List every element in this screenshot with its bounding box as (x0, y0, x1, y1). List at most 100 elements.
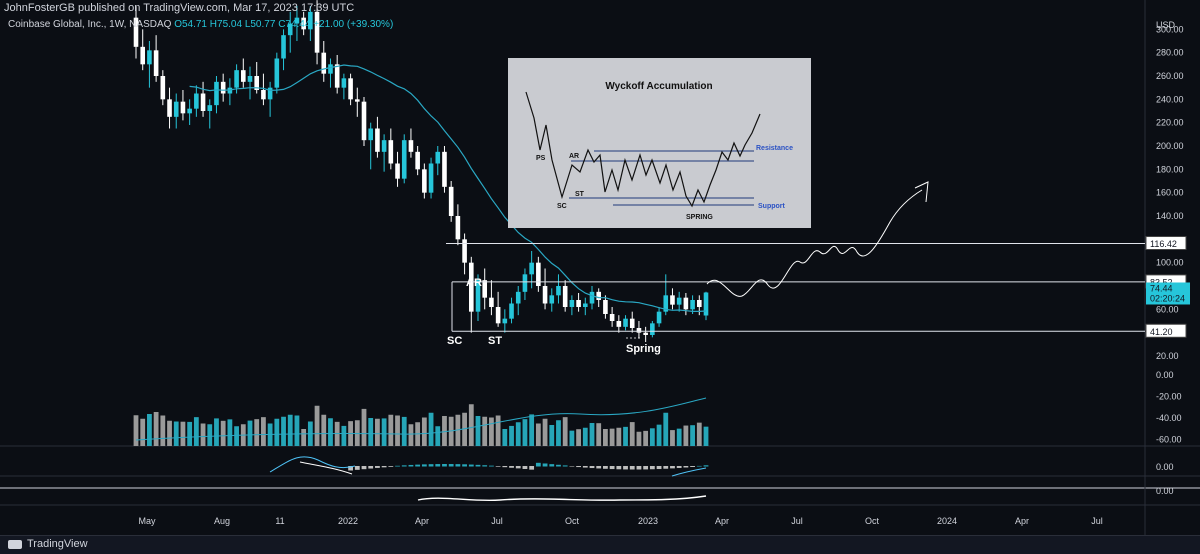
macd-histogram-bar (408, 464, 414, 467)
tradingview-icon (8, 539, 22, 549)
volume-bar (556, 420, 561, 446)
candle-body (556, 286, 561, 296)
price-tick-label: 60.00 (1156, 304, 1179, 314)
macd-histogram-bar (683, 466, 689, 468)
candle-body (160, 76, 166, 100)
volume-bar (227, 419, 233, 446)
macd-histogram-bar (415, 464, 421, 467)
macd-histogram-bar (576, 466, 581, 468)
candle-body (381, 140, 387, 152)
tradingview-logo[interactable]: TradingView (8, 538, 88, 550)
macd-histogram-bar (482, 465, 488, 467)
macd-histogram-bar (582, 466, 588, 468)
volume-bar (375, 418, 380, 446)
candle-body (415, 151, 420, 170)
volume-bar (381, 418, 387, 446)
macd-histogram-bar (623, 466, 628, 470)
candle-body (261, 90, 266, 100)
macd-histogram-bar (549, 464, 555, 467)
candle-body (462, 239, 467, 263)
candle-body (596, 291, 602, 300)
volume-bar (328, 418, 333, 446)
volume-bar (334, 421, 340, 446)
legend-close: C74.44 (278, 19, 311, 30)
macd-histogram-bar (381, 466, 387, 468)
candle-body (388, 140, 394, 164)
volume-bar (234, 426, 239, 446)
candle-body (200, 93, 206, 111)
level-tag-box (1145, 323, 1187, 338)
candle-body (589, 291, 595, 304)
symbol-name: Coinbase Global, Inc., 1W, NASDAQ (8, 19, 172, 30)
macd-histogram-bar (589, 466, 595, 469)
macd-histogram-bar (696, 465, 702, 467)
macd-histogram-bar (656, 466, 662, 470)
candle-body (395, 163, 400, 179)
volume-bar (643, 430, 649, 446)
candle-body (576, 300, 581, 307)
time-axis-label: 2022 (338, 516, 358, 526)
volume-bar (301, 429, 307, 446)
annotation-ar: AR (466, 277, 482, 289)
volume-bar (180, 421, 186, 446)
volume-tick-label: 0.00 (1156, 370, 1174, 380)
macd-histogram-bar (663, 466, 669, 469)
inset-background (508, 58, 811, 228)
time-axis-label: Apr (1015, 516, 1029, 526)
volume-bar (442, 416, 447, 446)
volume-bar (468, 404, 474, 446)
volume-bar (616, 427, 622, 446)
time-axis-label: 11 (275, 516, 284, 526)
candle-body (368, 128, 374, 141)
candle-body (207, 105, 213, 111)
time-axis-label: Aug (214, 516, 230, 526)
time-axis-label: Oct (865, 516, 880, 526)
candle-body (140, 46, 146, 65)
macd-histogram-bar (703, 465, 709, 467)
published-header: JohnFosterGB published on TradingView.co… (4, 2, 355, 14)
price-tick-label: 20.00 (1156, 351, 1179, 361)
price-tick-label: 240.00 (1156, 94, 1184, 104)
candle-body (522, 274, 528, 292)
macd-histogram-bar (509, 466, 514, 468)
price-tick-label: 300.00 (1156, 24, 1184, 34)
candle-body (442, 151, 447, 187)
volume-bar (603, 429, 608, 446)
inset-label-ps: PS (536, 155, 546, 162)
volume-bar (455, 414, 461, 446)
candle-body (582, 303, 588, 307)
macd-histogram-bar (569, 466, 575, 467)
volume-bar (401, 416, 407, 446)
volume-bar (435, 426, 441, 446)
candle-body (515, 291, 521, 304)
candle-body (663, 295, 669, 312)
macd-signal-line (269, 456, 356, 473)
volume-bar (663, 412, 669, 446)
candle-body (536, 262, 541, 286)
candle-body (173, 101, 179, 117)
volume-bar (562, 417, 568, 446)
time-axis-label: May (138, 516, 156, 526)
projection-path (706, 189, 923, 297)
candle-body (542, 286, 548, 304)
volume-bar (582, 427, 588, 446)
macd-histogram-bar (502, 466, 508, 468)
volume-bar (509, 425, 514, 446)
candle-body (670, 295, 675, 305)
candle-body (274, 58, 280, 88)
legend-change: +21.00 (+39.30%) (313, 19, 394, 30)
level-tag: 41.20 (1150, 327, 1173, 337)
volume-bar (462, 412, 467, 446)
level-tag: 116.42 (1150, 239, 1177, 249)
volume-bar (254, 419, 260, 446)
candle-body (194, 93, 199, 109)
candle-body (703, 292, 709, 316)
candle-body (354, 99, 360, 102)
volume-bar (428, 412, 434, 446)
candle-body (623, 318, 628, 327)
inset-label-ar: AR (569, 153, 579, 160)
volume-bar (133, 415, 139, 446)
last-price-countdown: 02:20:24 (1150, 293, 1185, 303)
volume-bar (140, 418, 146, 446)
